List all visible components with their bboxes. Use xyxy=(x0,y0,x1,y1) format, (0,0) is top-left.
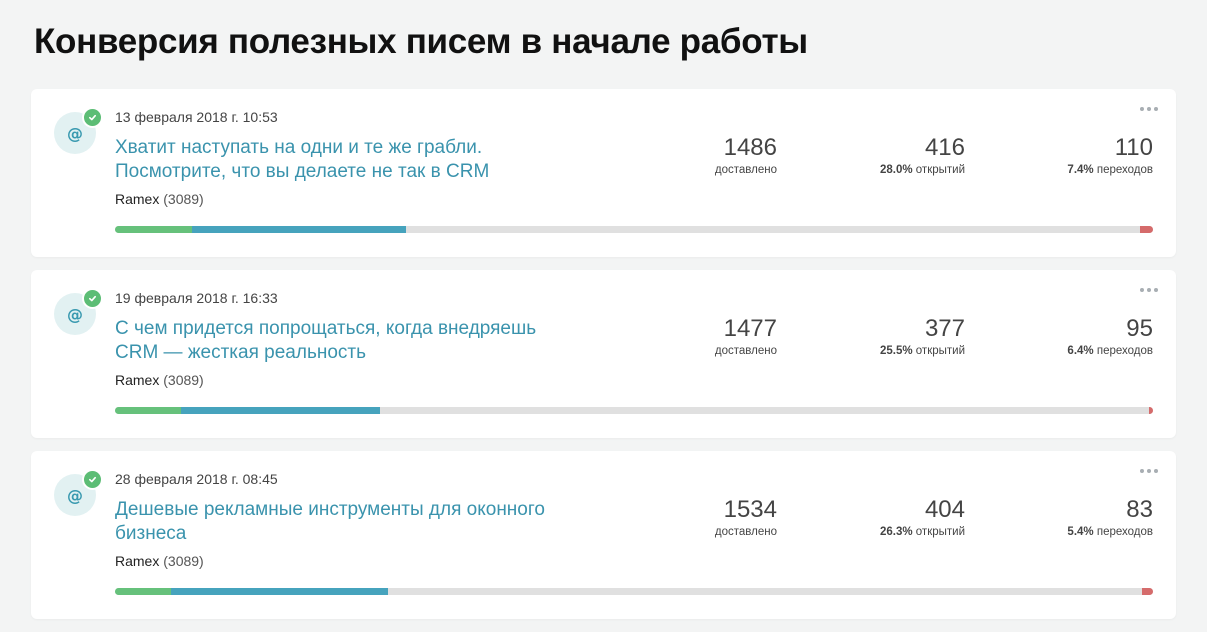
clicks-pct: 5.4% xyxy=(1067,526,1094,538)
opened-text: открытий xyxy=(915,526,965,538)
delivered-value: 1486 xyxy=(723,134,777,161)
campaign-sender: Ramex (3089) xyxy=(115,191,204,207)
progress-opened-segment xyxy=(181,407,380,414)
opened-pct: 26.3% xyxy=(879,526,913,538)
clicks-text: переходов xyxy=(1096,164,1153,176)
stat-opened: 377 25.5% открытий xyxy=(880,315,965,357)
clicks-label: 5.4% переходов xyxy=(1067,526,1153,538)
progress-bounce-segment xyxy=(1141,588,1153,595)
campaign-subject-link[interactable]: С чем придется попрощаться, когда внедря… xyxy=(115,318,537,363)
delivered-value: 1534 xyxy=(723,496,777,523)
clicks-value: 95 xyxy=(1126,315,1153,342)
progress-opened-segment xyxy=(191,226,406,233)
clicks-text: переходов xyxy=(1096,526,1153,538)
opened-value: 416 xyxy=(924,134,965,161)
clicks-pct: 6.4% xyxy=(1067,345,1094,357)
campaign-subject-link[interactable]: Дешевые рекламные инструменты для оконно… xyxy=(115,499,545,544)
clicks-label: 6.4% переходов xyxy=(1067,345,1153,357)
progress-opened-segment xyxy=(171,588,388,595)
opened-label: 25.5% открытий xyxy=(880,345,965,357)
sender-count: (3089) xyxy=(163,372,204,388)
delivered-label: доставлено xyxy=(714,345,777,357)
campaign-card: @ 28 февраля 2018 г. 08:45 Дешевые рекла… xyxy=(31,451,1176,619)
opened-label: 26.3% открытий xyxy=(880,526,965,538)
stat-clicks: 110 7.4% переходов xyxy=(1067,134,1153,176)
campaign-card: @ 19 февраля 2018 г. 16:33 С чем придетс… xyxy=(31,270,1176,438)
check-icon xyxy=(82,288,103,309)
stat-delivered: 1486 доставлено xyxy=(715,134,777,176)
progress-delivered-segment xyxy=(115,226,192,233)
sender-count: (3089) xyxy=(163,553,204,569)
opened-label: 28.0% открытий xyxy=(880,164,965,176)
campaign-card: @ 13 февраля 2018 г. 10:53 Хватит наступ… xyxy=(31,89,1176,257)
clicks-pct: 7.4% xyxy=(1067,164,1094,176)
progress-delivered-segment xyxy=(115,588,172,595)
more-icon[interactable] xyxy=(1140,285,1158,295)
at-icon: @ xyxy=(54,474,96,516)
campaign-progress-bar xyxy=(115,407,1153,414)
campaign-progress-bar xyxy=(115,588,1153,595)
delivered-value: 1477 xyxy=(723,315,777,342)
opened-text: открытий xyxy=(915,345,965,357)
campaign-progress-bar xyxy=(115,226,1153,233)
check-icon xyxy=(82,469,103,490)
campaign-date: 28 февраля 2018 г. 08:45 xyxy=(115,471,278,487)
campaign-sender: Ramex (3089) xyxy=(115,372,204,388)
clicks-value: 83 xyxy=(1126,496,1153,523)
more-icon[interactable] xyxy=(1140,466,1158,476)
check-icon xyxy=(82,107,103,128)
page-title: Конверсия полезных писем в начале работы xyxy=(34,22,808,61)
clicks-text: переходов xyxy=(1096,345,1153,357)
opened-pct: 28.0% xyxy=(879,164,913,176)
stat-opened: 416 28.0% открытий xyxy=(880,134,965,176)
campaign-subject-link[interactable]: Хватит наступать на одни и те же грабли.… xyxy=(115,137,490,182)
campaign-date: 19 февраля 2018 г. 16:33 xyxy=(115,290,278,306)
stat-clicks: 95 6.4% переходов xyxy=(1067,315,1153,357)
sender-count: (3089) xyxy=(163,191,204,207)
sender-name: Ramex xyxy=(115,553,160,569)
sender-name: Ramex xyxy=(115,191,160,207)
stat-delivered: 1477 доставлено xyxy=(715,315,777,357)
opened-text: открытий xyxy=(915,164,965,176)
campaign-date: 13 февраля 2018 г. 10:53 xyxy=(115,109,278,125)
stat-delivered: 1534 доставлено xyxy=(715,496,777,538)
clicks-value: 110 xyxy=(1114,134,1153,161)
stat-opened: 404 26.3% открытий xyxy=(880,496,965,538)
delivered-label: доставлено xyxy=(714,164,777,176)
sender-name: Ramex xyxy=(115,372,160,388)
opened-value: 404 xyxy=(924,496,965,523)
delivered-label: доставлено xyxy=(714,526,777,538)
stat-clicks: 83 5.4% переходов xyxy=(1067,496,1153,538)
more-icon[interactable] xyxy=(1140,104,1158,114)
opened-value: 377 xyxy=(924,315,965,342)
progress-bounce-segment xyxy=(1139,226,1153,233)
campaign-sender: Ramex (3089) xyxy=(115,553,204,569)
progress-bounce-segment xyxy=(1148,407,1153,414)
progress-delivered-segment xyxy=(115,407,182,414)
clicks-label: 7.4% переходов xyxy=(1067,164,1153,176)
opened-pct: 25.5% xyxy=(879,345,913,357)
